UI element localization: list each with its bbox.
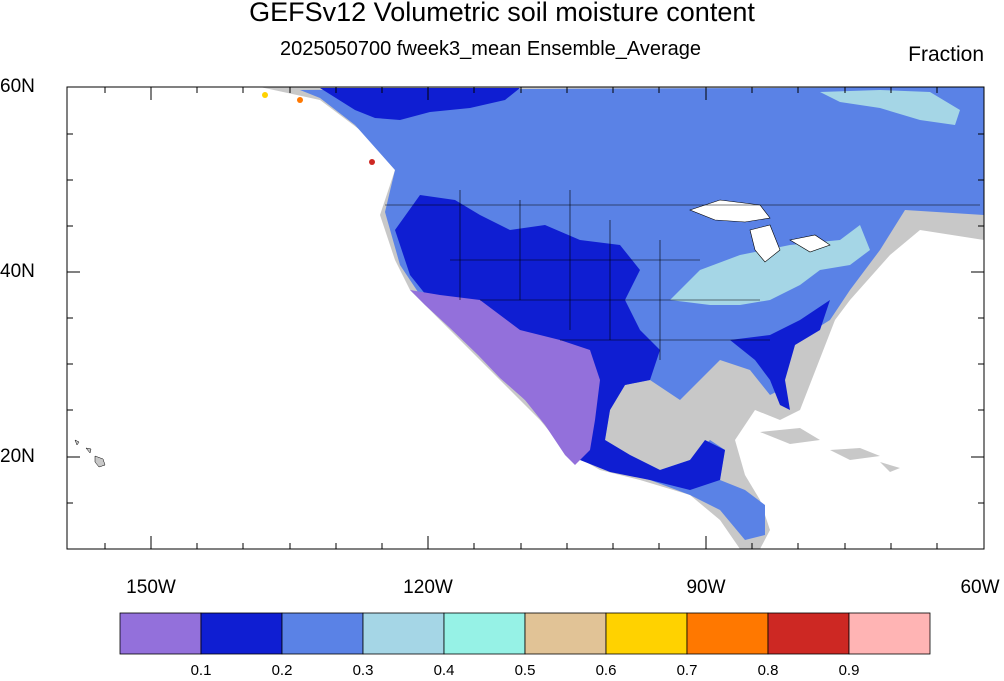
colorbar-swatch xyxy=(767,612,850,655)
colorbar-tick-label: 0.1 xyxy=(190,662,212,679)
map-content xyxy=(67,87,984,549)
lon-label-150w: 150W xyxy=(126,577,176,598)
lat-label-20n: 20N xyxy=(0,446,35,467)
lon-ticks xyxy=(104,87,985,549)
colorbar-tick-label: 0.7 xyxy=(676,662,698,679)
soil-moisture-0-0.1 xyxy=(410,290,600,465)
borders xyxy=(385,190,980,360)
colorbar-tick-label: 0.3 xyxy=(352,662,374,679)
colorbar-tick-label: 0.6 xyxy=(595,662,617,679)
lon-label-90w: 90W xyxy=(686,577,726,598)
map-title: GEFSv12 Volumetric soil moisture content xyxy=(249,0,755,27)
lat-label-60n: 60N xyxy=(0,76,35,97)
soil-moisture-0.2-0.3 xyxy=(300,87,984,540)
colorbar-tick-label: 0.8 xyxy=(757,662,779,679)
colorbar-swatch xyxy=(281,612,364,655)
lon-label-60w: 60W xyxy=(960,577,1000,598)
hawaii-islands xyxy=(74,439,106,468)
soil-moisture-0.1-0.2-north xyxy=(320,88,520,120)
units-label: Fraction xyxy=(908,43,984,66)
lat-ticks xyxy=(67,86,984,504)
colorbar-tick-label: 0.5 xyxy=(514,662,536,679)
colorbar-swatch xyxy=(443,612,526,655)
map-subtitle: 2025050700 fweek3_mean Ensemble_Average xyxy=(280,38,702,60)
colorbar xyxy=(119,612,931,655)
colorbar-swatch xyxy=(686,612,769,655)
colorbar-swatch xyxy=(524,612,607,655)
lon-label-120w: 120W xyxy=(403,577,453,598)
colorbar-swatch xyxy=(848,612,931,655)
caribbean-islands xyxy=(760,428,900,472)
great-lakes xyxy=(689,199,831,263)
high-moisture-spot xyxy=(262,92,268,98)
high-moisture-spot xyxy=(297,97,303,103)
colorbar-swatch xyxy=(119,612,202,655)
soil-moisture-0.3-0.4-north xyxy=(820,90,960,125)
colorbar-tick-label: 0.9 xyxy=(838,662,860,679)
colorbar-swatch xyxy=(200,612,283,655)
colorbar-tick-label: 0.4 xyxy=(433,662,455,679)
colorbar-tick-label: 0.2 xyxy=(271,662,293,679)
high-moisture-spot xyxy=(369,159,375,165)
colorbar-swatch xyxy=(605,612,688,655)
colorbar-swatch xyxy=(362,612,445,655)
lat-label-40n: 40N xyxy=(0,261,35,282)
soil-moisture-0.1-0.2-southeast xyxy=(730,300,830,410)
